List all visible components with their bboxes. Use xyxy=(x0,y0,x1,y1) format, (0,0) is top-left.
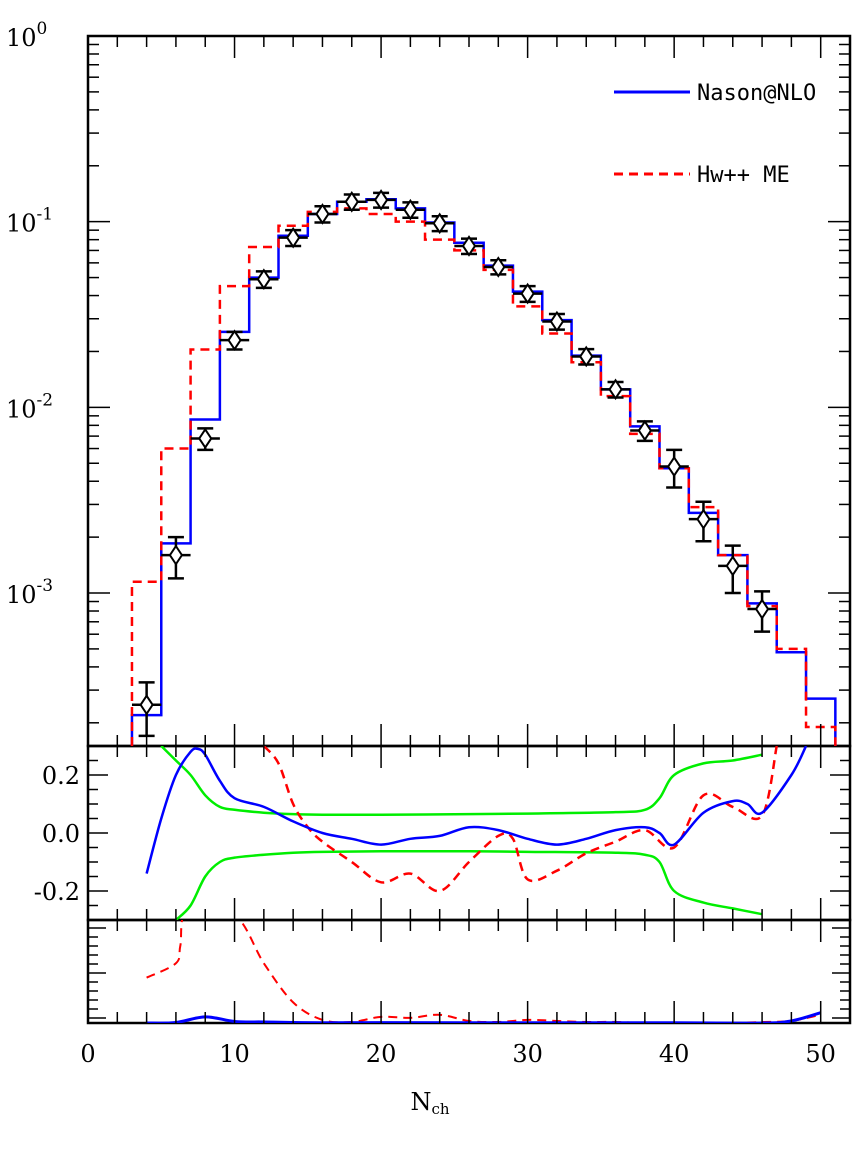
chi2-panel xyxy=(146,920,822,1023)
y-tick-base: 10 xyxy=(6,395,37,423)
data-marker xyxy=(373,189,389,211)
main-panel xyxy=(130,189,837,746)
data-marker xyxy=(461,235,477,257)
panel-frame-1 xyxy=(86,34,852,748)
data-marker xyxy=(403,198,418,221)
y-tick-exponent: -3 xyxy=(37,576,54,596)
x-axis-label-subscript: ch xyxy=(431,1100,449,1118)
data-marker xyxy=(608,378,623,401)
data-point xyxy=(630,419,660,443)
data-marker xyxy=(285,226,301,249)
data-marker xyxy=(198,427,213,450)
data-marker xyxy=(344,190,359,213)
panel-frame-3 xyxy=(86,918,852,1025)
data-point xyxy=(542,310,572,333)
data-marker xyxy=(168,544,184,566)
y-tick-label: 100 xyxy=(6,19,47,52)
data-point xyxy=(571,345,601,368)
data-marker xyxy=(315,203,330,225)
data-marker xyxy=(432,212,447,235)
data-point xyxy=(337,190,367,213)
y-tick-label: 10-3 xyxy=(6,576,53,609)
ratio-band-lower xyxy=(175,849,763,920)
data-marker xyxy=(520,282,535,305)
data-marker xyxy=(696,508,711,530)
data-marker xyxy=(139,694,154,716)
data-point xyxy=(161,535,191,580)
data-marker xyxy=(491,256,506,278)
data-point xyxy=(718,544,748,595)
data-point xyxy=(425,212,455,235)
chi2-hwme-line xyxy=(146,920,821,1023)
data-point xyxy=(483,256,513,278)
data-marker xyxy=(754,598,770,620)
data-marker xyxy=(227,329,242,351)
data-point xyxy=(747,590,777,633)
data-point xyxy=(219,329,250,351)
chi2-nason-line xyxy=(146,1011,822,1023)
data-point xyxy=(659,448,689,489)
data-marker xyxy=(637,419,653,442)
x-tick-label: 20 xyxy=(366,1040,397,1068)
data-marker xyxy=(666,455,682,478)
data-marker xyxy=(549,310,565,333)
data-point xyxy=(512,282,543,305)
data-point xyxy=(278,226,308,249)
y-tick-base: 10 xyxy=(6,24,37,52)
y-tick-label: 10-2 xyxy=(6,390,53,423)
data-point xyxy=(307,203,338,225)
y-tick-base: 10 xyxy=(6,581,37,609)
legend-label-nason: Nason@NLO xyxy=(697,81,816,106)
x-tick-label: 40 xyxy=(659,1040,690,1068)
x-axis-label: Nch xyxy=(410,1088,449,1118)
x-tick-label: 50 xyxy=(805,1040,836,1068)
ratio-band-upper xyxy=(160,746,763,817)
y-tick-exponent: 0 xyxy=(37,19,48,39)
x-tick-label: 30 xyxy=(512,1040,543,1068)
data-point xyxy=(688,500,719,543)
y-tick-exponent: -1 xyxy=(37,205,54,225)
data-point xyxy=(131,681,162,738)
x-tick-label: 0 xyxy=(80,1040,95,1068)
y-tick-exponent: -2 xyxy=(37,390,54,410)
data-point xyxy=(190,427,220,452)
y-tick-label: 10-1 xyxy=(6,205,53,238)
legend: Nason@NLO Hw++ ME xyxy=(614,81,816,188)
x-tick-label: 10 xyxy=(219,1040,250,1068)
data-point xyxy=(249,268,279,290)
ratio-y-tick-label: 0.2 xyxy=(42,762,80,790)
data-marker xyxy=(256,268,272,290)
histogram-nason xyxy=(130,198,837,746)
ratio-hwme-line xyxy=(262,746,778,893)
data-point xyxy=(395,198,426,221)
ratio-y-tick-label: 0.0 xyxy=(42,820,80,848)
legend-label-hwme: Hw++ ME xyxy=(697,163,790,188)
data-point xyxy=(366,189,396,211)
data-marker xyxy=(579,345,594,368)
ratio-panel xyxy=(145,746,808,920)
data-point xyxy=(454,235,484,257)
ratio-y-tick-label: -0.2 xyxy=(34,878,80,906)
histogram-hwme xyxy=(130,207,837,746)
data-marker xyxy=(725,555,740,577)
y-tick-base: 10 xyxy=(6,210,37,238)
data-point xyxy=(600,378,631,401)
panel-frame-2 xyxy=(86,744,852,922)
ratio-nason-line xyxy=(145,746,808,874)
